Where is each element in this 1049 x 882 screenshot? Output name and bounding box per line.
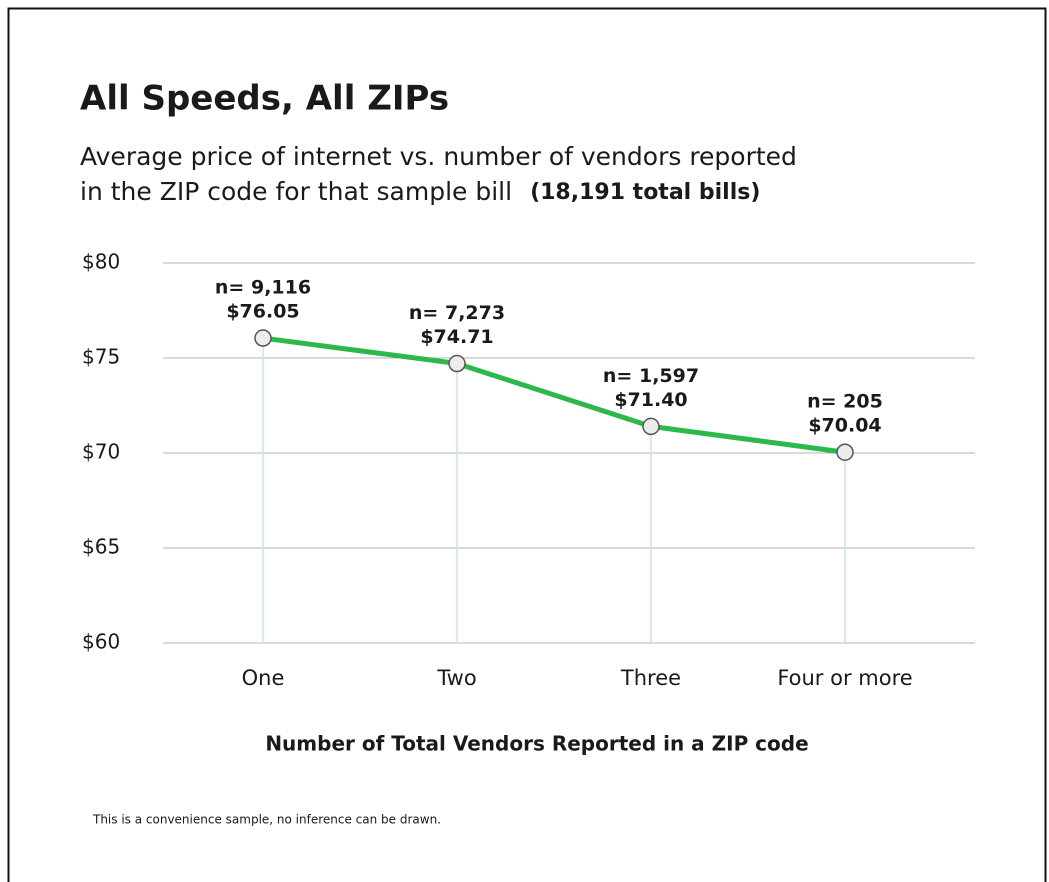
line: [262, 335, 846, 455]
subtitle: in the ZIP code for that sample bill (18,…: [80, 177, 760, 206]
point: [642, 417, 660, 436]
y-tick-label: $70: [82, 440, 120, 464]
frame: [7, 7, 1047, 882]
annotation: n= 7,273: [409, 302, 505, 324]
subtitle-note: (18,191 total bills): [530, 180, 760, 205]
value-label: $71.40: [614, 389, 687, 411]
chart-title: All Speeds, All ZIPs: [80, 79, 449, 119]
annotation: n= 205: [807, 391, 883, 413]
y-tick-label: $60: [82, 630, 120, 654]
point: [448, 354, 466, 373]
value-label: $70.04: [808, 415, 881, 437]
y-tick-label: $75: [82, 345, 120, 369]
x-tick-label: Four or more: [777, 666, 912, 690]
x-tick-label: Two: [436, 666, 476, 690]
footnote: This is a convenience sample, no inferen…: [92, 813, 441, 827]
x-axis-label: Number of Total Vendors Reported in a ZI…: [265, 732, 808, 756]
x-tick-label: Three: [620, 666, 681, 690]
point: [836, 443, 854, 461]
subtitle-line: in the ZIP code for that sample bill: [80, 177, 512, 206]
x-tick-label: One: [242, 666, 285, 690]
subtitle: Average price of internet vs. number of …: [80, 142, 797, 171]
y-tick-label: $65: [82, 535, 120, 559]
y-tick-label: $80: [82, 250, 120, 274]
annotation: n= 1,597: [603, 365, 699, 387]
value-label: $74.71: [420, 326, 493, 348]
value-label: $76.05: [226, 301, 299, 323]
point: [254, 329, 272, 347]
annotation: n= 9,116: [215, 277, 311, 299]
